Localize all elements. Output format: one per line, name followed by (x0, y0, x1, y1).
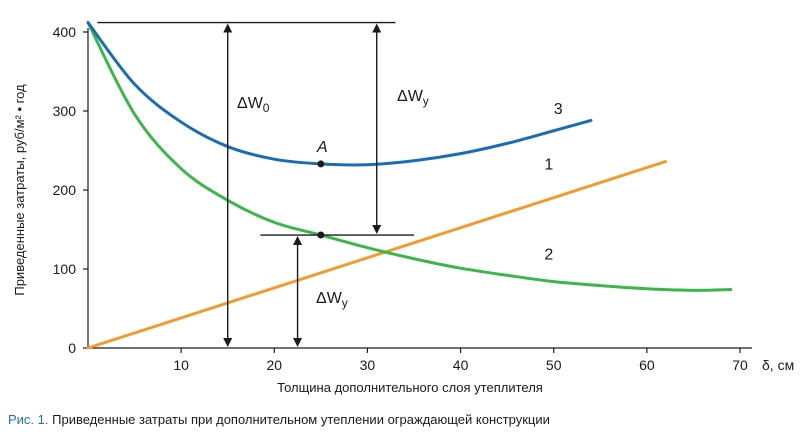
x-tick-label: 70 (732, 357, 748, 373)
series-line-3 (86, 21, 593, 167)
x-tick-label: 50 (546, 357, 562, 373)
series-label-2: 2 (544, 247, 553, 264)
delta-wy2-arrow-head-down (293, 338, 303, 347)
x-axis-title: Толщина дополнительного слоя утеплителя (277, 380, 543, 395)
delta-w0-label: ΔW0 (237, 95, 270, 115)
delta-wy-label: ΔWу (397, 88, 429, 108)
delta-wy2-label: ΔWу (316, 290, 348, 310)
delta-wy-arrow-head-up (372, 23, 382, 33)
series-line-1 (86, 160, 667, 350)
series-line-2 (86, 21, 733, 292)
x-tick-label: 20 (266, 357, 282, 373)
delta-w0-arrow-head-down (223, 338, 233, 347)
delta-wy-arrow-head-down (372, 225, 382, 235)
series-label-3: 3 (554, 101, 563, 118)
y-tick-label: 200 (53, 182, 77, 198)
chart-svg: 0 100 200 300 400 10 20 30 40 50 60 70 1 2 3 ΔW0 ΔWу … (12, 21, 794, 395)
y-tick-label: 100 (53, 261, 77, 277)
series-label-1: 1 (544, 156, 553, 173)
point-b-dot (317, 231, 325, 239)
y-axis-title: Приведенные затраты, руб/м² • год (12, 84, 27, 296)
delta-wy2-arrow-head-up (293, 236, 303, 246)
y-tick-label: 0 (68, 340, 76, 356)
figure-caption: Рис. 1. Приведенные затраты при дополнит… (8, 412, 798, 427)
x-tick-label: 60 (639, 357, 655, 373)
axes: 0 100 200 300 400 10 20 30 40 50 60 70 (53, 24, 752, 373)
delta-w0-arrow-head-up (223, 23, 233, 33)
caption-text: Приведенные затраты при дополнительном у… (52, 412, 550, 427)
annotation-layer: ΔW0 ΔWу ΔWу A (97, 21, 429, 347)
y-tick-label: 300 (53, 103, 77, 119)
x-tick-label: 10 (173, 357, 189, 373)
x-tick-label: 30 (360, 357, 376, 373)
point-a-dot (317, 160, 325, 168)
series-layer: 1 2 3 (86, 21, 733, 350)
point-a-label: A (316, 139, 328, 156)
y-tick-label: 400 (53, 24, 77, 40)
x-tick-label: 40 (453, 357, 469, 373)
x-unit-label: δ, см (762, 357, 794, 373)
caption-label: Рис. 1. (8, 412, 49, 427)
